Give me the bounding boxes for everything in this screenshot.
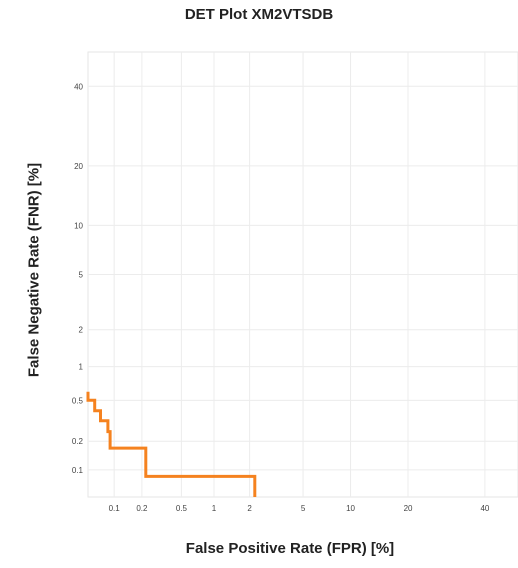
y-tick-label: 0.2 (72, 437, 84, 446)
x-tick-label: 10 (346, 504, 355, 513)
y-tick-label: 5 (79, 270, 84, 279)
y-tick-label: 0.1 (72, 466, 84, 475)
x-axis-label: False Positive Rate (FPR) [%] (185, 540, 395, 557)
x-tick-label: 20 (404, 504, 413, 513)
x-tick-label: 0.2 (136, 504, 148, 513)
grid (88, 52, 518, 497)
y-axis-label: False Negative Rate (FNR) [%] (25, 162, 43, 378)
x-tick-label: 40 (480, 504, 489, 513)
y-tick-label: 1 (79, 363, 84, 372)
x-tick-label: 1 (212, 504, 217, 513)
y-tick-label: 40 (74, 82, 83, 91)
det-curve (86, 391, 257, 497)
x-tick-label: 0.1 (109, 504, 121, 513)
chart-title: DET Plot XM2VTSDB (184, 6, 334, 23)
y-tick-label: 10 (74, 221, 83, 230)
y-tick-label: 20 (74, 162, 83, 171)
x-tick-label: 5 (301, 504, 306, 513)
y-tick-label: 0.5 (72, 396, 84, 405)
y-tick-label: 2 (79, 326, 84, 335)
tick-labels: 0.1 0.2 0.5 1 2 5 10 20 40 0.1 0.2 0.5 1 2 5 10 20 40 (72, 82, 490, 513)
x-tick-label: 0.5 (176, 504, 188, 513)
series-layer (86, 391, 257, 497)
x-tick-label: 2 (247, 504, 252, 513)
